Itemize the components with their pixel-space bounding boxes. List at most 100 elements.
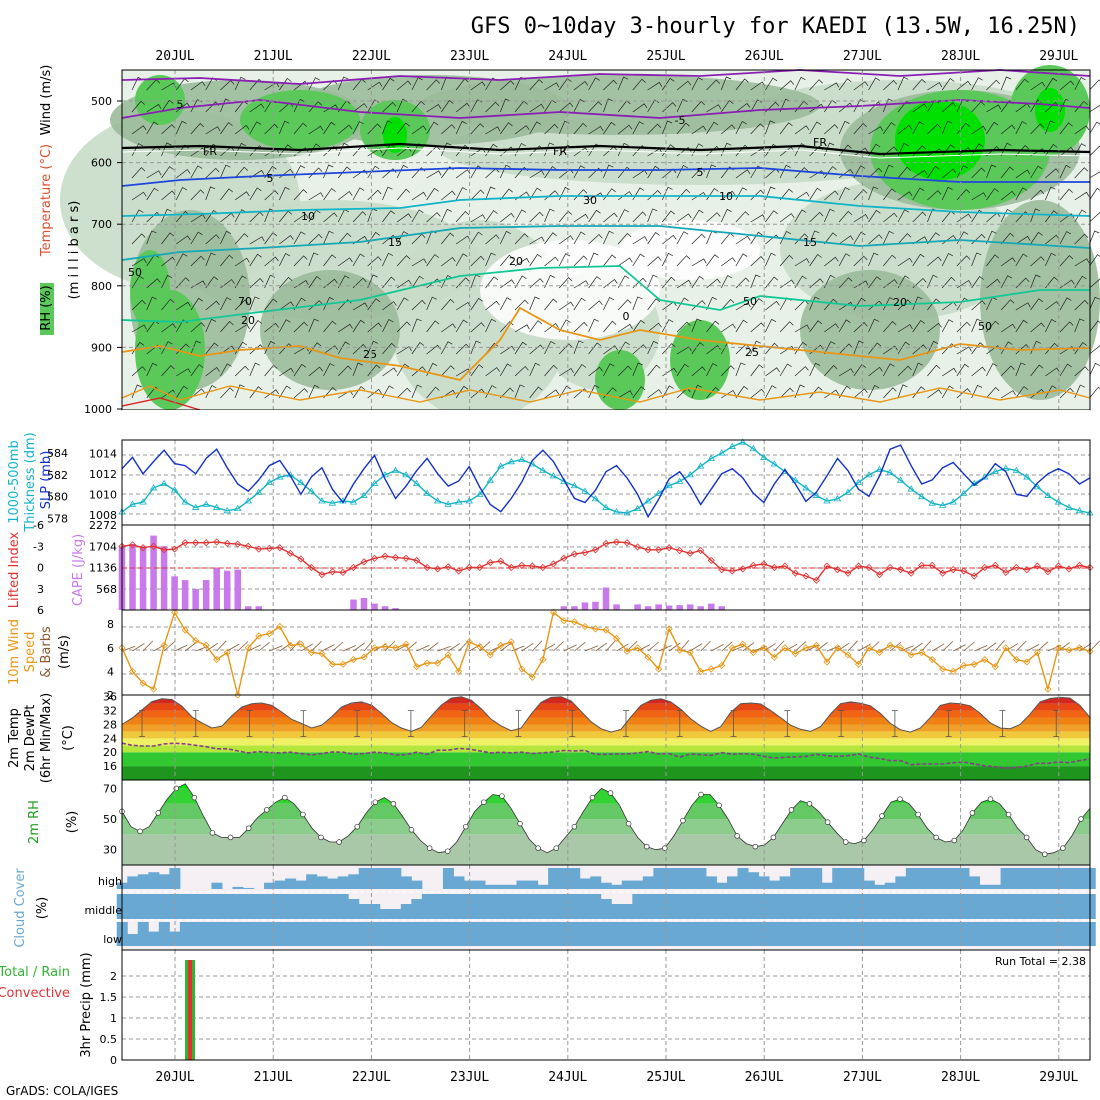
wind-barb [529, 103, 545, 113]
cloud-cell [969, 876, 981, 889]
cloud-cell [411, 899, 423, 919]
cloud-cell [243, 887, 255, 889]
slp-series-line [121, 444, 1091, 519]
wind-barb [441, 365, 455, 377]
data-point [265, 478, 274, 485]
wind10m-barb [174, 644, 188, 652]
wind-barb [691, 143, 704, 157]
wind-barb [1059, 231, 1072, 245]
cloud-cell [611, 904, 623, 919]
temp-axis-label: (6hr Min/Max) [39, 693, 54, 783]
wind-barb [529, 79, 543, 91]
wind-barb [264, 298, 278, 311]
wind-barb [485, 252, 496, 267]
wind-barb [706, 278, 721, 289]
wind-barb [455, 169, 471, 179]
cloud-cell [137, 894, 149, 919]
data-point [128, 541, 137, 549]
wind-barb [573, 213, 589, 223]
wind-barb [441, 257, 456, 267]
wind-barb [426, 296, 437, 311]
cloud-cell [800, 894, 812, 919]
wind-barb [396, 346, 412, 355]
wind-barb [529, 386, 543, 399]
wind10m-barb [1079, 643, 1092, 652]
data-point [276, 622, 284, 631]
wind10m-barb [353, 642, 366, 652]
cloud-cell [506, 922, 518, 946]
wind-barb [1044, 319, 1057, 333]
wind-barb [853, 340, 864, 355]
wind-barb [367, 123, 382, 135]
wind-barb [765, 342, 779, 355]
wind-barb [382, 385, 394, 399]
wind-barb [470, 340, 481, 355]
wind-barb [1000, 190, 1016, 201]
data-point [370, 644, 379, 652]
precip-frame [121, 949, 1091, 1061]
wind-barb [1015, 121, 1027, 135]
wind-barb [1089, 121, 1100, 135]
data-point [907, 485, 915, 492]
wind-barb [750, 123, 765, 135]
data-point [286, 549, 294, 557]
wind-barb [1030, 208, 1041, 223]
wind-barb [1030, 165, 1043, 179]
cloud-cell [158, 874, 170, 889]
cape-bar [371, 603, 378, 610]
data-point [191, 503, 200, 510]
wind-barb [544, 99, 557, 113]
cloud-cell [421, 922, 433, 946]
wind-barb [426, 386, 440, 399]
cloud-cell [663, 868, 675, 889]
wind-axis-label: 10m Wind [7, 619, 22, 685]
cloud-cell [264, 882, 276, 889]
wind10m-barb [237, 641, 249, 652]
rh-tick: 50 [103, 813, 117, 826]
cloud-cell [327, 894, 339, 919]
cloud-cell [832, 868, 844, 889]
wind-barb [661, 385, 674, 399]
wind-barb [558, 253, 571, 267]
wind-barb [662, 343, 676, 355]
wind-barb [205, 366, 220, 377]
wind-barb [367, 165, 380, 179]
wind-barb [146, 170, 162, 179]
cloud-cell [800, 922, 812, 946]
data-point [1044, 568, 1052, 576]
wind-barb [779, 254, 794, 267]
cloud-cell [779, 894, 791, 919]
wind-barb [794, 125, 810, 135]
wind-axis-label: Speed [23, 632, 38, 673]
wind-barb [617, 365, 632, 377]
wind-barb [603, 212, 618, 223]
wind-barb [1030, 81, 1046, 91]
wind-axis-label: & Barbs [39, 626, 54, 678]
wind-barb [1015, 319, 1028, 333]
data-point [581, 549, 589, 557]
cloud-cell [485, 922, 497, 946]
wind-barb [1089, 187, 1100, 201]
wind-barb [176, 368, 191, 377]
wind-barb [146, 121, 159, 135]
wind-barb [190, 231, 203, 245]
cloud-cell [958, 894, 970, 919]
rh-point [879, 813, 885, 819]
isotherm [121, 265, 1090, 323]
wind-barb [986, 188, 999, 201]
wind-barb [544, 166, 557, 179]
data-point [676, 546, 684, 555]
wind-barb [927, 389, 942, 399]
wind-barb [573, 340, 584, 355]
precip-label-total: Total / Rain [0, 965, 70, 980]
data-point [255, 632, 263, 640]
wind-barb [735, 302, 751, 311]
cloud-layer-label: low [103, 933, 122, 946]
wind-barb [426, 79, 441, 91]
cloud-cell [316, 922, 328, 946]
li-cape-axis-label: Lifted Index [7, 531, 22, 608]
wind-barb [603, 121, 616, 135]
wind-barb [765, 120, 775, 135]
isotherm [121, 167, 1090, 187]
cape-bar [150, 535, 157, 610]
